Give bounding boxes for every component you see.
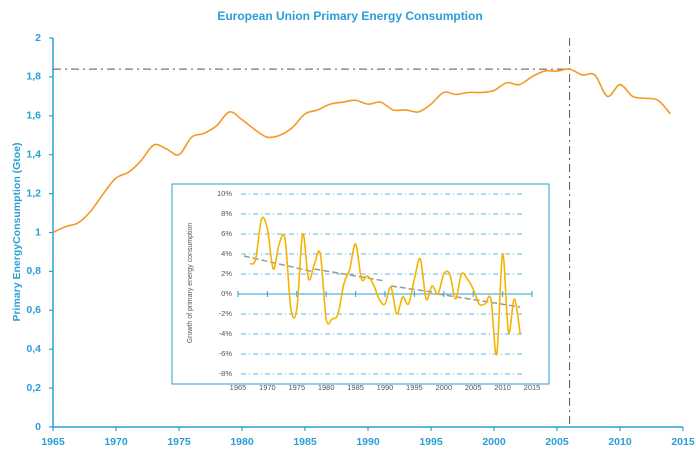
- y-tick-label: 0: [35, 421, 41, 433]
- x-tick-label: 1965: [230, 383, 247, 392]
- x-tick-label: 1990: [356, 436, 380, 448]
- y-tick-label: 6%: [221, 229, 232, 238]
- x-tick-label: 1975: [167, 436, 191, 448]
- x-tick-label: 2010: [608, 436, 632, 448]
- y-tick-label: 8%: [221, 209, 232, 218]
- y-axis-label: Primary EnergyConsumption (Gtoe): [11, 142, 23, 321]
- x-tick-label: 1990: [377, 383, 394, 392]
- x-tick-label: 2010: [494, 383, 511, 392]
- y-tick-label: 1,8: [26, 71, 41, 83]
- x-tick-label: 1995: [419, 436, 443, 448]
- x-tick-label: 2000: [482, 436, 506, 448]
- x-tick-label: 1970: [259, 383, 276, 392]
- x-tick-label: 2005: [465, 383, 482, 392]
- inset-y-axis-label: Growth of primary energy consumption: [187, 223, 194, 344]
- x-tick-label: 2005: [545, 436, 569, 448]
- x-tick-label: 1985: [293, 436, 317, 448]
- y-tick-label: 2: [35, 32, 41, 44]
- y-tick-label: 0%: [221, 289, 232, 298]
- inset-frame: [171, 183, 550, 385]
- y-tick-label: 1,6: [26, 110, 41, 122]
- y-tick-label: 10%: [217, 189, 232, 198]
- y-tick-label: -8%: [219, 369, 233, 378]
- y-tick-label: -4%: [219, 329, 233, 338]
- y-tick-label: 0,6: [26, 304, 41, 316]
- trend-line: [390, 285, 433, 293]
- y-tick-label: 1,2: [26, 187, 41, 199]
- trend-line: [437, 293, 521, 308]
- y-tick-label: 1,4: [26, 148, 41, 160]
- x-tick-label: 2000: [435, 383, 452, 392]
- y-tick-label: -2%: [219, 309, 233, 318]
- trend-line: [314, 268, 386, 282]
- x-tick-label: 1980: [230, 436, 254, 448]
- x-tick-label: 2015: [524, 383, 541, 392]
- y-tick-label: 1: [35, 226, 41, 238]
- y-tick-label: 2%: [221, 269, 232, 278]
- x-tick-label: 1995: [406, 383, 423, 392]
- x-tick-label: 1980: [318, 383, 335, 392]
- x-tick-label: 2015: [671, 436, 695, 448]
- y-tick-label: 0,4: [26, 343, 41, 355]
- y-tick-label: 4%: [221, 249, 232, 258]
- y-tick-label: -6%: [219, 349, 233, 358]
- data-line: [52, 68, 672, 234]
- x-tick-label: 1985: [347, 383, 364, 392]
- x-tick-label: 1970: [104, 436, 128, 448]
- data-line: [249, 216, 522, 356]
- x-tick-label: 1965: [41, 436, 65, 448]
- y-tick-label: 0,2: [26, 382, 41, 394]
- y-tick-label: 0,8: [26, 265, 41, 277]
- x-tick-label: 1975: [288, 383, 305, 392]
- chart-title: European Union Primary Energy Consumptio…: [217, 9, 482, 23]
